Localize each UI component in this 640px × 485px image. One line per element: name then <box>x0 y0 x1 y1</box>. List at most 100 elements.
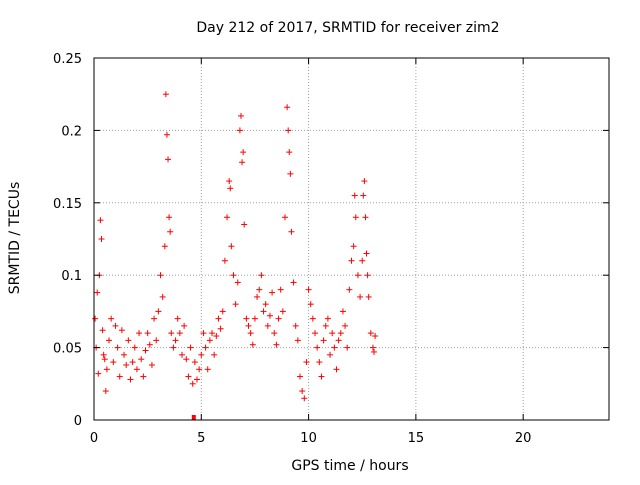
data-point <box>114 344 121 351</box>
data-point <box>226 178 233 185</box>
data-point <box>348 257 355 264</box>
data-point <box>191 359 198 366</box>
data-point <box>136 330 143 337</box>
data-point <box>281 214 288 221</box>
data-point <box>367 330 374 337</box>
data-point <box>357 293 364 300</box>
data-point <box>249 341 256 348</box>
x-axis-label: GPS time / hours <box>291 458 408 474</box>
data-point <box>258 272 265 279</box>
y-tick-label: 0 <box>74 414 82 429</box>
data-point <box>285 127 292 134</box>
data-point <box>307 301 314 308</box>
data-point <box>198 351 205 358</box>
data-point <box>125 337 132 344</box>
data-point <box>157 272 164 279</box>
data-point <box>129 359 136 366</box>
data-point <box>140 373 147 380</box>
data-point <box>277 286 284 293</box>
data-point <box>324 315 331 322</box>
data-point <box>359 257 366 264</box>
data-point <box>303 359 310 366</box>
data-point <box>98 236 105 242</box>
data-point <box>211 351 218 358</box>
data-point <box>106 337 113 344</box>
x-tick-label: 15 <box>408 431 425 446</box>
data-point <box>352 214 359 221</box>
y-axis-label: SRMTID / TECUs <box>7 182 23 295</box>
data-point <box>138 356 145 363</box>
data-point <box>275 315 282 322</box>
data-point <box>322 322 329 329</box>
baseline-marker <box>191 415 196 420</box>
data-point <box>165 156 172 163</box>
data-point <box>159 293 166 300</box>
y-tick-label: 0.2 <box>61 124 82 139</box>
data-point <box>331 344 338 351</box>
data-point <box>163 131 170 138</box>
y-tick-label: 0.05 <box>53 342 82 357</box>
data-point <box>232 301 239 308</box>
data-point <box>256 286 263 293</box>
data-point <box>108 315 115 322</box>
data-point <box>351 192 358 199</box>
data-point <box>172 337 179 344</box>
data-point <box>94 289 101 296</box>
x-tick-label: 0 <box>90 431 98 446</box>
data-point <box>213 333 220 340</box>
data-point <box>176 330 183 337</box>
data-point <box>178 351 185 358</box>
data-point <box>187 344 194 351</box>
grid-layer <box>94 58 609 420</box>
data-point <box>301 395 308 402</box>
data-point <box>103 366 110 373</box>
data-point <box>327 351 334 358</box>
chart-title: Day 212 of 2017, SRMTID for receiver zim… <box>196 20 499 36</box>
data-point <box>110 359 117 366</box>
data-point <box>364 272 371 279</box>
data-point <box>350 243 357 250</box>
data-point <box>337 330 344 337</box>
data-point <box>269 289 276 296</box>
data-point <box>342 322 349 329</box>
data-point <box>271 330 278 337</box>
data-point <box>131 344 138 351</box>
data-point <box>101 356 108 363</box>
data-point <box>273 341 280 348</box>
data-point <box>166 214 173 221</box>
data-point <box>221 257 228 264</box>
data-point <box>245 322 252 329</box>
data-point <box>294 337 301 344</box>
data-point <box>354 272 361 279</box>
data-point <box>290 279 297 286</box>
data-point <box>181 322 188 329</box>
data-point <box>314 344 321 351</box>
ticks-layer: 0 5 10 15 20 0 0.05 0.1 0.15 0.2 0.25 <box>53 52 609 446</box>
data-point <box>365 293 372 300</box>
y-tick-label: 0.25 <box>53 52 82 67</box>
data-point <box>243 315 250 322</box>
data-point <box>209 330 216 337</box>
data-point <box>264 322 271 329</box>
x-tick-label: 20 <box>515 431 532 446</box>
data-point <box>305 286 312 293</box>
y-tick-label: 0.15 <box>53 197 82 212</box>
data-point <box>92 315 99 322</box>
data-point <box>155 308 162 315</box>
data-point <box>266 312 273 319</box>
data-point <box>292 322 299 329</box>
data-point <box>251 315 258 322</box>
data-point <box>167 228 174 235</box>
data-point <box>170 344 177 351</box>
data-point <box>127 376 134 383</box>
data-point <box>371 348 378 355</box>
data-point <box>333 366 340 373</box>
data-point <box>144 330 151 337</box>
data-point <box>183 356 190 363</box>
data-point <box>112 322 119 329</box>
data-point <box>362 214 369 221</box>
data-point <box>142 347 149 354</box>
data-point <box>168 330 175 337</box>
data-point <box>262 301 269 308</box>
